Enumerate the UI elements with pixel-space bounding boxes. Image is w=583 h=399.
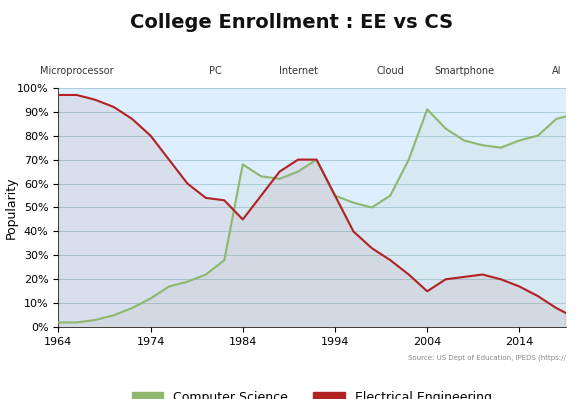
Text: 2022 IEEE VLSI Symposium on Technology and Circuits: 2022 IEEE VLSI Symposium on Technology a… [100, 378, 483, 391]
Text: College Enrollment : EE vs CS: College Enrollment : EE vs CS [130, 13, 453, 32]
Text: Smartphone: Smartphone [434, 66, 494, 76]
Legend: Computer Science, Electrical Engineering: Computer Science, Electrical Engineering [127, 386, 497, 399]
Text: Cloud: Cloud [377, 66, 404, 76]
Text: Internet: Internet [279, 66, 318, 76]
Text: Microprocessor: Microprocessor [40, 66, 114, 76]
Text: Source: US Dept of Education, IPEDS (https://: Source: US Dept of Education, IPEDS (htt… [408, 355, 566, 361]
Text: AI: AI [552, 66, 561, 76]
Text: PC: PC [209, 66, 222, 76]
Y-axis label: Popularity: Popularity [5, 176, 18, 239]
